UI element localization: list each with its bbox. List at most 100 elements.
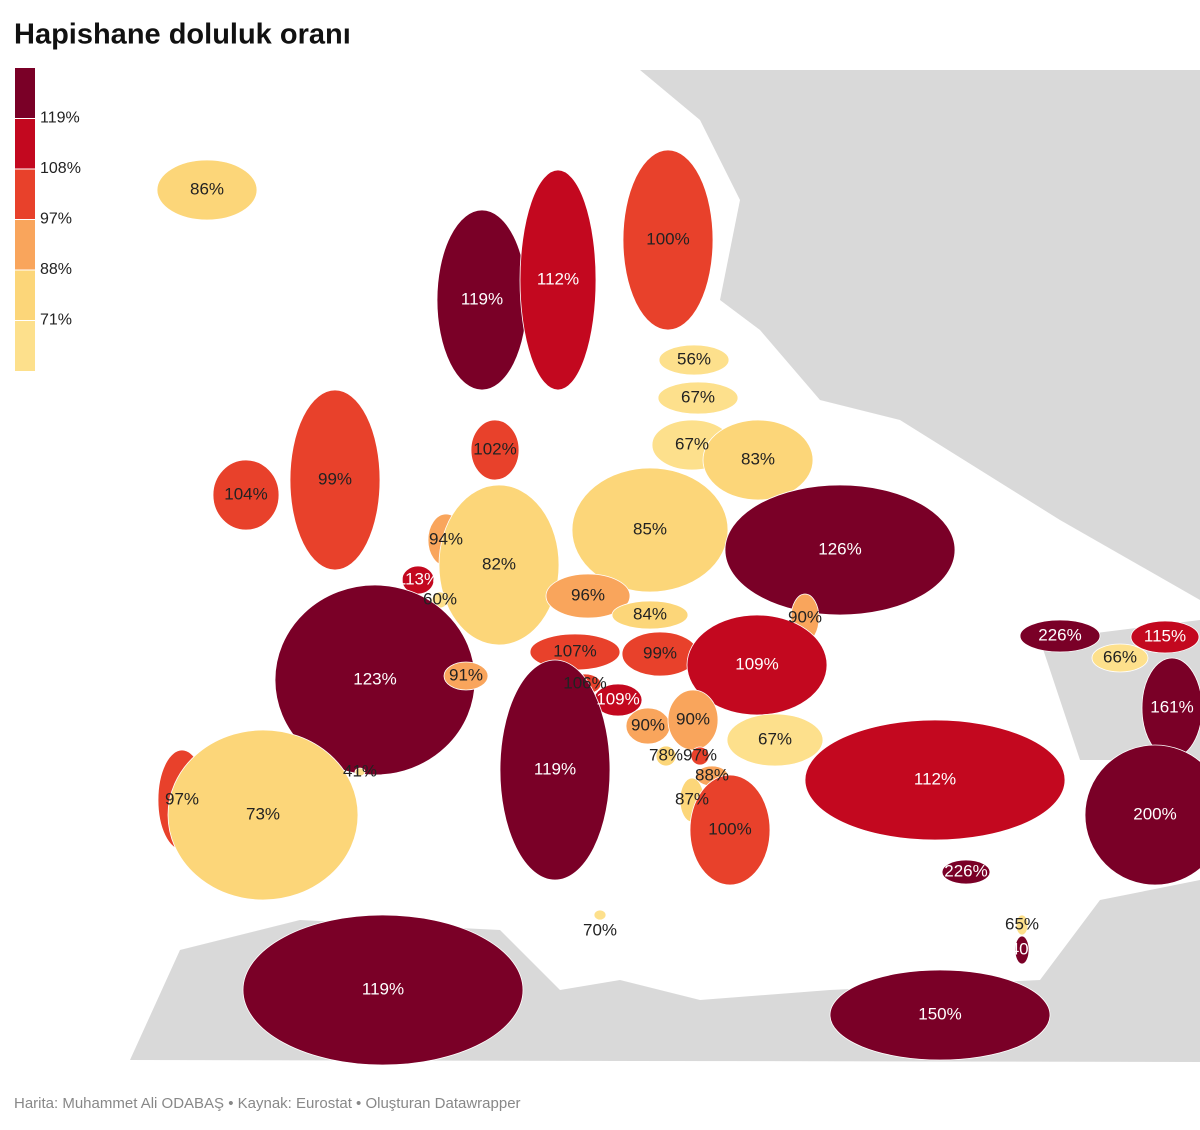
region — [470, 419, 520, 481]
region-label: 41% — [343, 761, 377, 780]
region — [443, 661, 489, 691]
region — [499, 659, 611, 881]
region-label: 126% — [818, 539, 861, 558]
region-label: 96% — [571, 585, 605, 604]
region-label: 56% — [677, 349, 711, 368]
region-label: 73% — [246, 804, 280, 823]
region-label: 107% — [553, 641, 596, 660]
region — [690, 746, 710, 766]
region-label: 66% — [1103, 647, 1137, 666]
region-label: 226% — [1038, 625, 1081, 644]
legend-swatch — [15, 68, 35, 119]
region-label: 65% — [1005, 914, 1039, 933]
region — [545, 573, 631, 619]
legend-swatch — [15, 270, 35, 321]
region — [242, 914, 524, 1066]
region — [354, 767, 366, 777]
region — [167, 729, 359, 901]
region-label: 90% — [788, 607, 822, 626]
region-label: 91% — [449, 665, 483, 684]
region-label: 78% — [649, 745, 683, 764]
region — [1015, 914, 1029, 936]
legend-label: 71% — [40, 312, 72, 329]
region — [1084, 744, 1200, 886]
labels: 86% 119% 112% 100% 56% 67% 67% 83% 102% 104% 99% 94… — [165, 179, 1194, 1023]
legend-swatch — [15, 219, 35, 270]
legend-swatch — [15, 118, 35, 169]
region-label: 94% — [429, 529, 463, 548]
legend-swatch — [15, 320, 35, 371]
region-label: 70% — [583, 920, 617, 939]
region — [724, 484, 956, 616]
footer: Harita: Muhammet Ali ODABAŞ • Kaynak: Eu… — [14, 1095, 521, 1112]
region-label: 104% — [224, 484, 267, 503]
legend-swatch — [15, 169, 35, 220]
region-label: 113% — [397, 569, 439, 588]
region-label: 90% — [631, 715, 665, 734]
region-label: 87% — [675, 789, 709, 808]
region-label: 97% — [165, 789, 199, 808]
region — [519, 169, 597, 391]
legend: 71% 88% 97% 108% 119% — [15, 68, 81, 371]
region-label: 226% — [944, 861, 987, 880]
region-label: 82% — [482, 554, 516, 573]
legend-label: 108% — [40, 160, 81, 177]
region-label: 85% — [633, 519, 667, 538]
region-label: 115% — [1144, 626, 1186, 645]
region-label: 123% — [353, 669, 396, 688]
land-east — [640, 70, 1200, 600]
region-label: 90% — [676, 709, 710, 728]
region-label: 102% — [473, 439, 516, 458]
region — [941, 859, 991, 885]
region-label: 119% — [534, 759, 576, 778]
region-label: 200% — [1133, 804, 1176, 823]
region — [702, 419, 814, 501]
region-label: 100% — [646, 229, 689, 248]
region — [829, 969, 1051, 1061]
region — [726, 713, 824, 767]
region — [686, 614, 828, 716]
region-label: 67% — [675, 434, 709, 453]
region — [657, 381, 739, 415]
region — [1091, 643, 1149, 673]
region-label: 83% — [741, 449, 775, 468]
region — [156, 159, 258, 221]
region — [658, 344, 730, 376]
region-label: 109% — [596, 689, 639, 708]
region — [1014, 935, 1030, 965]
region — [655, 745, 677, 767]
region-label: 112% — [537, 269, 579, 288]
region-label: 97% — [683, 745, 717, 764]
region-label: 109% — [735, 654, 778, 673]
region — [212, 459, 280, 531]
regions — [156, 149, 1200, 1066]
region — [438, 484, 560, 646]
region-label: 86% — [190, 179, 224, 198]
region — [571, 467, 729, 593]
region — [593, 909, 607, 921]
region — [804, 719, 1066, 841]
region — [1019, 619, 1101, 653]
region — [622, 149, 714, 331]
region — [689, 774, 771, 886]
region-label: 84% — [633, 604, 667, 623]
region — [611, 600, 689, 630]
region-label: 67% — [681, 387, 715, 406]
region-label: 99% — [318, 469, 352, 488]
region-label: 60% — [423, 589, 457, 608]
region-label: 99% — [643, 643, 677, 662]
legend-label: 97% — [40, 211, 72, 228]
region-label: 67% — [758, 729, 792, 748]
region-label: 150% — [918, 1004, 961, 1023]
region-label: 119% — [461, 289, 503, 308]
legend-label: 119% — [40, 110, 80, 127]
legend-label: 88% — [40, 261, 72, 278]
region-label: 106% — [563, 673, 606, 692]
region-label: 119% — [362, 979, 404, 998]
region — [289, 389, 381, 571]
title: Hapishane doluluk oranı — [14, 19, 351, 51]
region-label: 161% — [1150, 697, 1193, 716]
region-label: 140% — [1000, 939, 1043, 958]
region-label: 88% — [695, 765, 729, 784]
